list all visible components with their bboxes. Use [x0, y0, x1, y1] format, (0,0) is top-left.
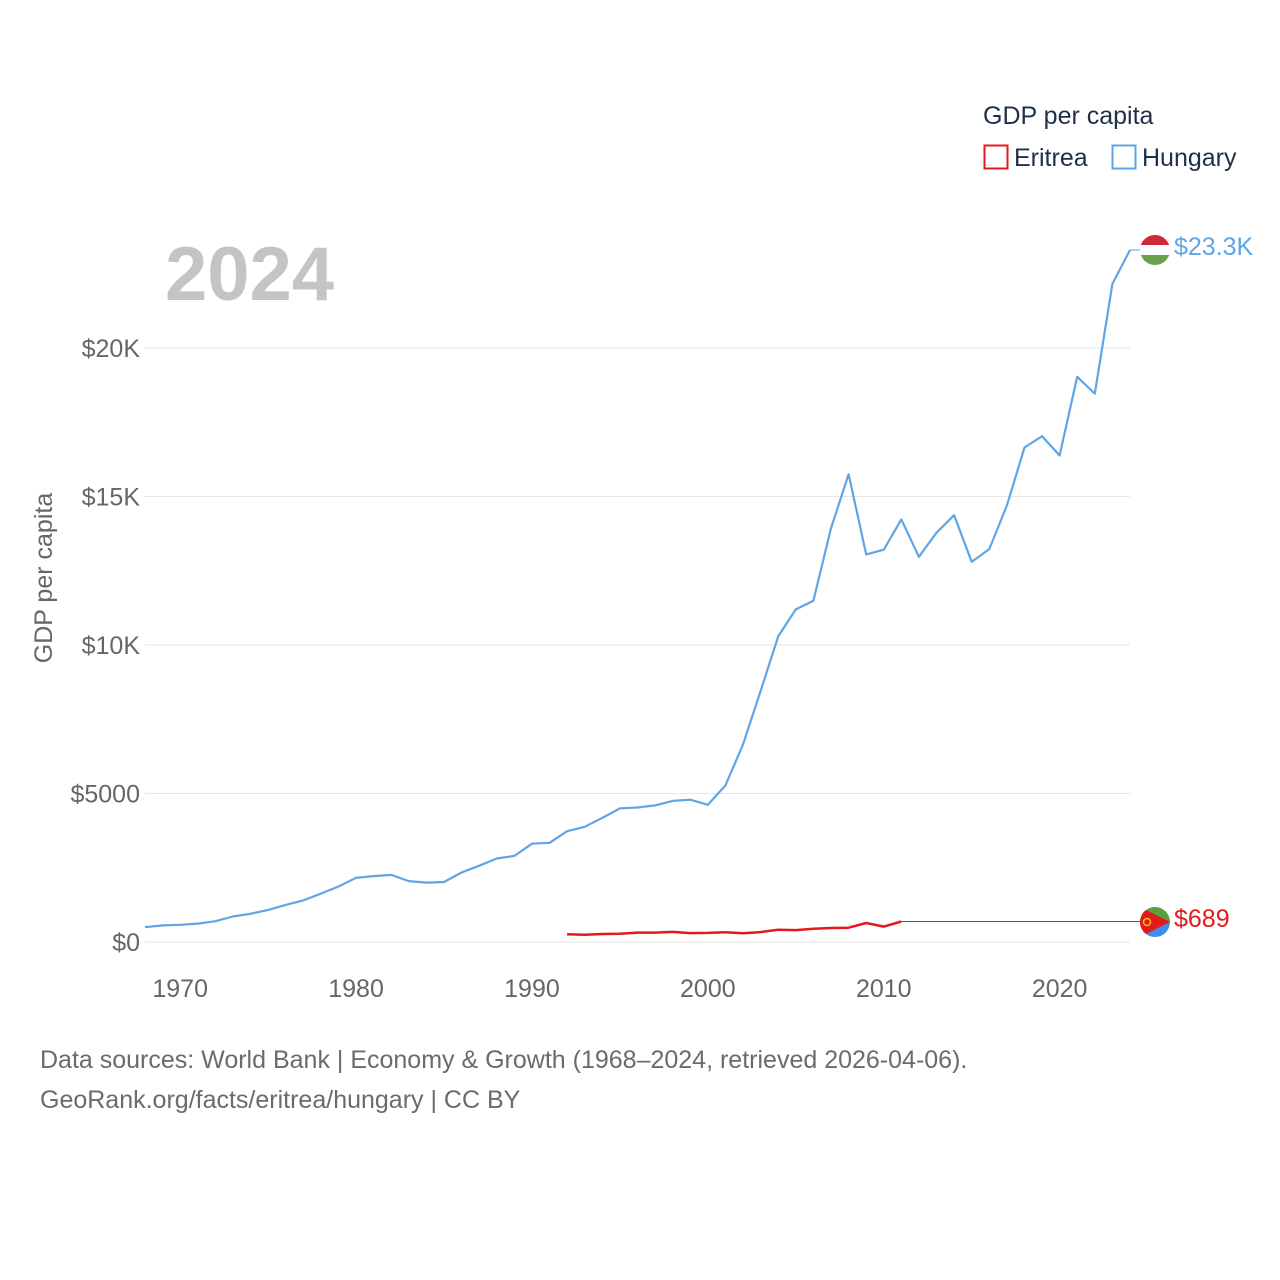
legend-title: GDP per capita — [983, 102, 1154, 130]
series-line-eritrea — [567, 920, 902, 936]
hungary-end-label: $23.3K — [1174, 233, 1254, 261]
x-tick-label: 1990 — [504, 975, 560, 1003]
legend-swatch-hungary — [1111, 144, 1137, 170]
legend-label-hungary: Hungary — [1142, 144, 1237, 172]
year-watermark: 2024 — [165, 232, 334, 317]
y-axis-label: GDP per capita — [30, 493, 58, 664]
hungary-flag-icon — [1140, 235, 1170, 265]
source-link[interactable]: GeoRank.org/facts/eritrea/hungary | CC B… — [40, 1086, 521, 1114]
legend-item-eritrea[interactable]: Eritrea — [983, 144, 1088, 172]
legend-label-eritrea: Eritrea — [1014, 144, 1088, 172]
x-tick-label: 1970 — [152, 975, 208, 1003]
grid-lines — [145, 347, 1130, 943]
data-sources-text: Data sources: World Bank | Economy & Gro… — [40, 1046, 968, 1074]
footer: Data sources: World Bank | Economy & Gro… — [40, 1040, 967, 1120]
x-axis-ticks: 1970 1980 1990 2000 2010 2020 — [152, 975, 1087, 1003]
y-tick-label: $10K — [82, 632, 141, 660]
legend-item-hungary[interactable]: Hungary — [1111, 144, 1237, 172]
y-tick-label: $0 — [112, 929, 140, 957]
y-axis-ticks: $0 $5000 $10K $15K $20K — [70, 335, 140, 957]
eritrea-flag-icon — [1140, 907, 1170, 937]
y-tick-label: $15K — [82, 484, 141, 512]
eritrea-end-label: $689 — [1174, 905, 1230, 933]
y-tick-label: $20K — [82, 335, 141, 363]
y-tick-label: $5000 — [70, 781, 140, 809]
legend-swatch-eritrea — [983, 144, 1009, 170]
series-line-hungary — [144, 249, 1131, 929]
gdp-line-chart: $0 $5000 $10K $15K $20K 1970 1980 1990 2000 2010… — [30, 102, 1254, 1003]
x-tick-label: 2010 — [856, 975, 912, 1003]
x-tick-label: 2020 — [1032, 975, 1088, 1003]
series-end-markers — [901, 249, 1140, 923]
x-tick-label: 1980 — [328, 975, 384, 1003]
legend: GDP per capita Eritrea Hungary — [983, 102, 1237, 172]
x-tick-label: 2000 — [680, 975, 736, 1003]
series-lines — [144, 249, 1131, 936]
